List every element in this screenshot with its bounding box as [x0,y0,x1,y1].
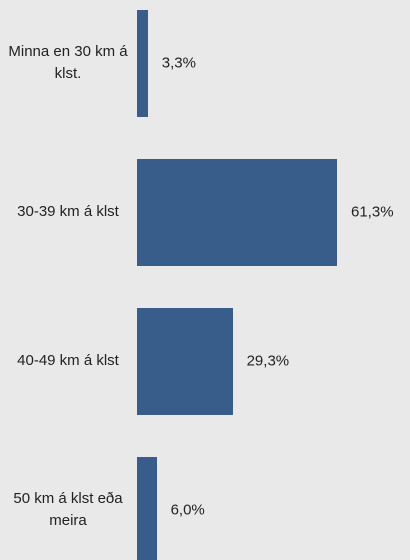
data-label: 61,3% [351,203,394,221]
bar [137,456,157,560]
category-label: 50 km á klst eða meira [13,490,123,529]
bar [137,307,233,415]
data-label: 29,3% [246,352,290,370]
bar [137,9,148,117]
category-label: 30-39 km á klst [17,203,119,220]
category-label: Minna en 30 km á klst. [8,43,128,82]
category-label: 40-49 km á klst [17,352,119,369]
data-label: 6,0% [170,501,205,519]
bar [137,158,337,266]
data-label: 3,3% [161,54,196,72]
